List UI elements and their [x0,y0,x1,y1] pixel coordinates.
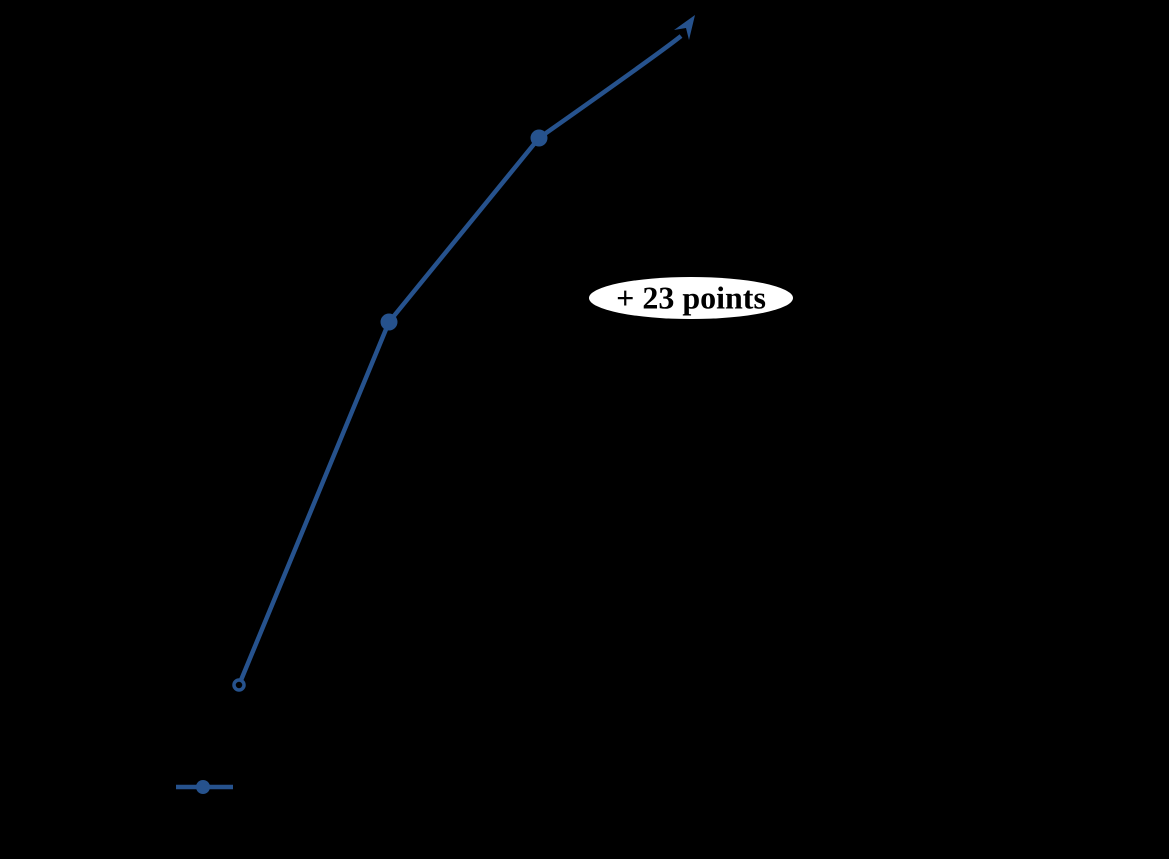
data-point-3 [530,129,548,147]
series-layer [176,15,695,794]
annotation-text: + 23 points [616,280,766,316]
series-line [236,34,683,686]
arrowhead-icon [674,15,695,40]
data-point-2 [380,313,398,331]
legend-marker [196,780,210,794]
annotation-bubble [589,277,793,319]
data-point-1-hollow [232,678,246,692]
